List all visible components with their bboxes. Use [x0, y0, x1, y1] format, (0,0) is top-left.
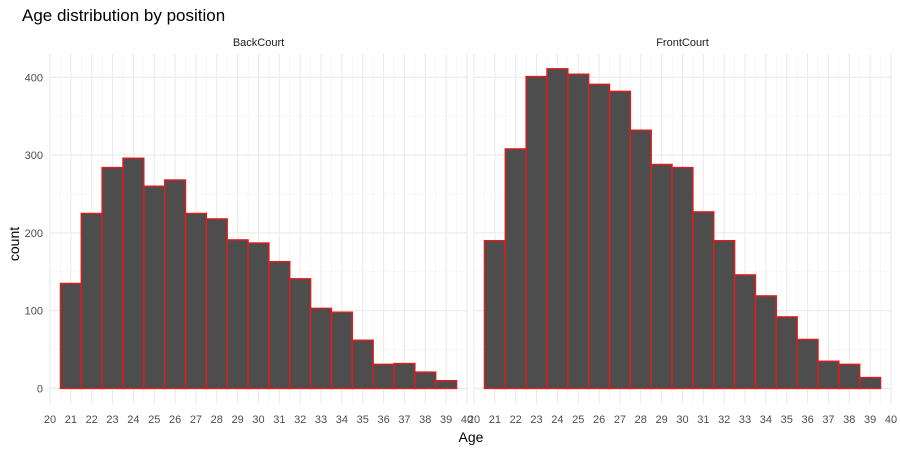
x-tick-label: 34: [336, 414, 348, 426]
histogram-bar: [184, 212, 208, 390]
x-tick-label: 28: [211, 414, 223, 426]
x-tick-label: 35: [781, 414, 793, 426]
histogram-bar: [629, 129, 652, 390]
histogram-bar: [546, 68, 569, 390]
histogram-bar: [713, 239, 736, 390]
x-tick-label: 29: [232, 414, 244, 426]
histogram-bar: [330, 311, 354, 390]
histogram-bar: [122, 157, 145, 390]
histogram-bar: [587, 83, 611, 390]
x-tick-label: 26: [169, 414, 181, 426]
histogram-bar: [796, 338, 819, 390]
x-tick-label: 28: [635, 414, 647, 426]
x-tick-label: 29: [656, 414, 668, 426]
x-tick-label: 31: [697, 414, 709, 426]
x-tick-label: 37: [398, 414, 410, 426]
x-tick-label: 21: [489, 414, 501, 426]
y-tick-label: 400: [25, 72, 43, 84]
histogram-bar: [163, 179, 187, 390]
x-tick-label: 35: [357, 414, 369, 426]
x-tick-label: 23: [106, 414, 118, 426]
histogram-bar: [309, 307, 333, 390]
histogram-bar: [817, 360, 840, 390]
histogram-bar: [567, 73, 590, 390]
histogram-bar: [504, 148, 527, 390]
x-tick-label: 36: [801, 414, 813, 426]
x-tick-label: 30: [676, 414, 688, 426]
x-tick-label: 38: [419, 414, 431, 426]
x-tick-label: 23: [530, 414, 542, 426]
histogram-bar: [733, 274, 757, 390]
facet-strip-label: FrontCourt: [656, 37, 709, 49]
histogram-bar: [59, 282, 82, 390]
histogram-bar: [692, 211, 715, 390]
histogram-bar: [205, 218, 228, 390]
x-axis-title: Age: [459, 429, 484, 445]
histogram-bar: [372, 363, 395, 390]
histogram-bar: [838, 363, 861, 390]
x-tick-label: 31: [273, 414, 285, 426]
y-tick-label: 100: [25, 306, 43, 318]
x-tick-label: 38: [843, 414, 855, 426]
x-tick-label: 25: [572, 414, 584, 426]
x-tick-label: 22: [510, 414, 522, 426]
x-tick-label: 24: [551, 414, 563, 426]
x-tick-label: 22: [86, 414, 98, 426]
panels-layer: BackCourt 20 21 22 23 24 25 26 27 28 29 30 31 32 33 34 3…: [25, 37, 897, 426]
x-tick-label: 32: [718, 414, 730, 426]
x-tick-label: 21: [65, 414, 77, 426]
x-tick-label: 25: [148, 414, 160, 426]
x-tick-label: 40: [461, 414, 473, 426]
x-tick-label: 33: [315, 414, 327, 426]
panel-frontcourt: FrontCourt 20 21 22 23 24 25 26 27 28 29 30 31 32 33 34…: [468, 37, 897, 426]
y-axis-title: count: [6, 227, 22, 261]
histogram-bar: [414, 371, 437, 390]
histogram-bar: [80, 212, 103, 390]
histogram-bar: [226, 239, 249, 390]
histogram-bar: [101, 166, 124, 390]
chart-title: Age distribution by position: [22, 6, 225, 25]
histogram-bar: [525, 75, 548, 390]
x-tick-label: 39: [864, 414, 876, 426]
histogram-bar: [435, 379, 458, 390]
histogram-bar: [143, 185, 166, 390]
histogram-bar: [483, 239, 506, 390]
x-tick-label: 36: [377, 414, 389, 426]
y-tick-label: 300: [25, 150, 43, 162]
x-tick-label: 34: [760, 414, 772, 426]
y-tick-label: 200: [25, 228, 43, 240]
histogram-bar: [608, 90, 632, 390]
histogram-bar: [859, 376, 882, 390]
histogram-bar: [351, 339, 374, 390]
histogram-bar: [775, 316, 798, 390]
x-tick-label: 27: [190, 414, 202, 426]
panel-backcourt: BackCourt 20 21 22 23 24 25 26 27 28 29 30 31 32 33 34 3…: [25, 37, 473, 426]
x-tick-label: 39: [440, 414, 452, 426]
x-tick-label: 33: [739, 414, 751, 426]
x-tick-label: 20: [44, 414, 56, 426]
x-tick-label: 30: [252, 414, 264, 426]
x-tick-label: 37: [822, 414, 834, 426]
x-tick-label: 20: [468, 414, 480, 426]
histogram-bar: [268, 260, 291, 390]
facet-strip-label: BackCourt: [233, 37, 284, 49]
x-tick-label: 26: [593, 414, 605, 426]
x-tick-label: 40: [885, 414, 897, 426]
y-tick-label: 0: [37, 383, 43, 395]
histogram-bar: [650, 163, 673, 390]
histogram-bar: [289, 278, 312, 390]
histogram-bar: [671, 166, 694, 390]
x-tick-label: 24: [127, 414, 139, 426]
x-tick-label: 32: [294, 414, 306, 426]
histogram-bar: [754, 295, 778, 390]
histogram-bar: [247, 242, 270, 390]
histogram-bar: [393, 362, 416, 390]
x-tick-label: 27: [614, 414, 626, 426]
